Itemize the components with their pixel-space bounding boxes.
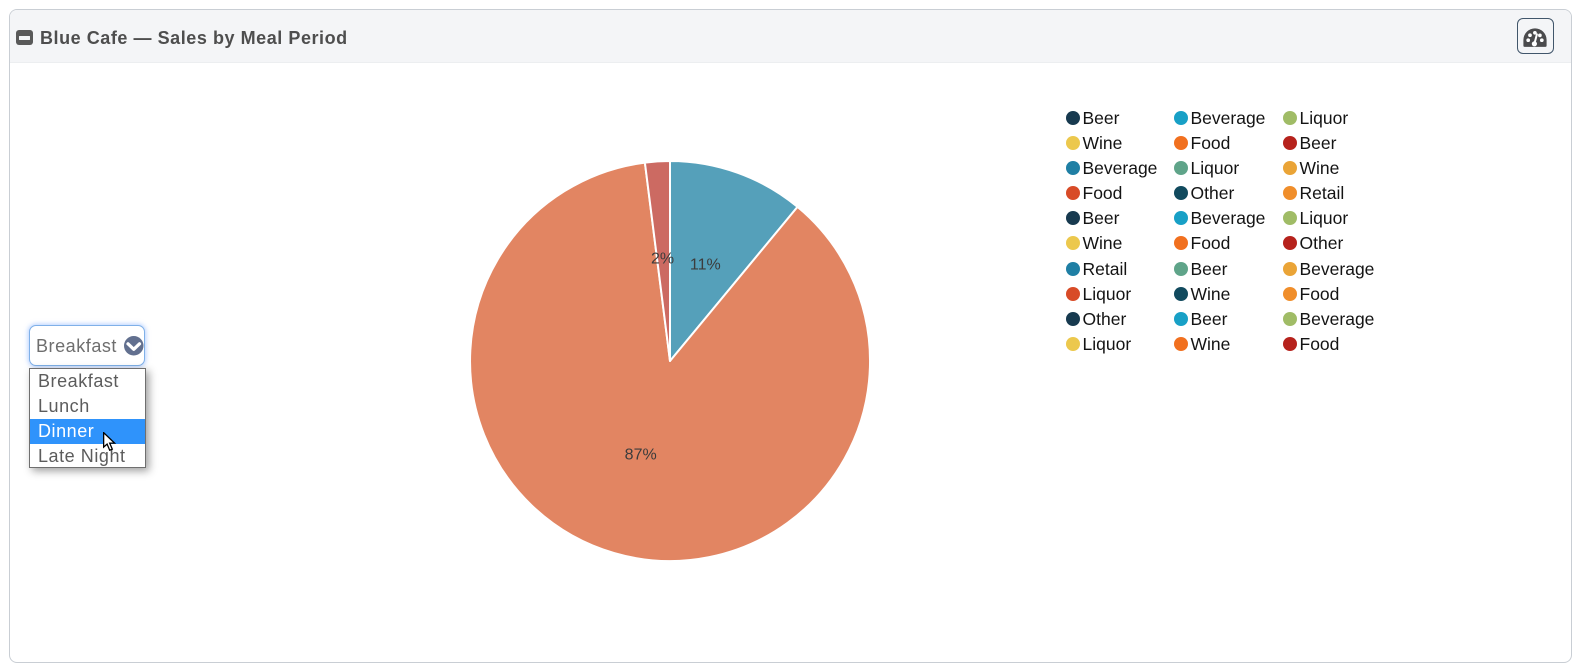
svg-text:11%: 11% bbox=[690, 257, 721, 274]
svg-text:2%: 2% bbox=[651, 251, 674, 268]
svg-text:87%: 87% bbox=[625, 446, 657, 463]
